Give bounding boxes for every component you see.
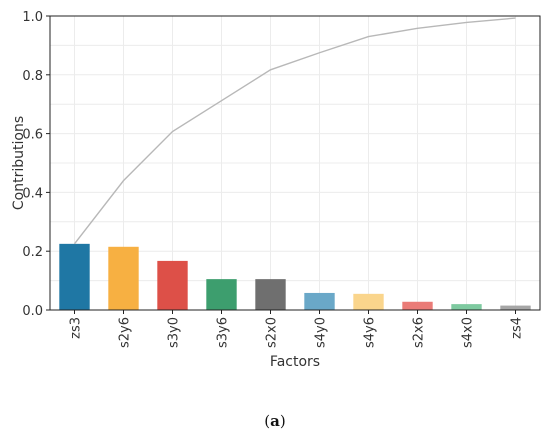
bar-s3y0 <box>157 260 188 310</box>
x-tick-label: s4y6 <box>363 317 378 348</box>
bar-s4y0 <box>304 292 335 310</box>
y-axis-title: Contributions <box>11 116 27 210</box>
y-axis-ticks: 0.0 0.2 0.4 0.6 0.8 1.0 <box>22 10 50 319</box>
x-tick-label: s2x6 <box>412 317 427 348</box>
x-tick-label: zs4 <box>510 317 525 339</box>
bar-s2x0 <box>255 279 286 310</box>
figure-caption: (a) <box>0 412 550 430</box>
caption-open: ( <box>264 412 271 430</box>
x-tick-label: zs3 <box>69 317 84 339</box>
x-tick-label: s3y0 <box>167 317 182 348</box>
x-tick-label: s2x0 <box>265 317 280 348</box>
bar-s4y6 <box>353 293 384 310</box>
bar-s3y6 <box>206 279 237 310</box>
y-tick-label: 0.6 <box>22 128 43 143</box>
y-tick-label: 0.4 <box>22 186 43 201</box>
x-tick-label: s3y6 <box>216 317 231 348</box>
x-axis-ticks: zs3 s2y6 s3y0 s3y6 s2x0 s4y0 s4y6 s2x6 s4x0 zs4 <box>69 310 525 348</box>
y-tick-label: 0.0 <box>22 304 43 319</box>
x-tick-label: s4y0 <box>314 317 329 348</box>
x-tick-label: s4x0 <box>461 317 476 348</box>
x-tick-label: s2y6 <box>118 317 133 348</box>
caption-letter: a <box>270 412 280 430</box>
pareto-chart: 0.0 0.2 0.4 0.6 0.8 1.0 zs3 s2y6 s3y0 s3y6 s2x0 s4… <box>11 10 541 370</box>
plot-frame <box>49 15 541 311</box>
y-tick-label: 1.0 <box>22 10 43 25</box>
y-tick-label: 0.2 <box>22 245 43 260</box>
caption-close: ) <box>279 412 286 430</box>
y-tick-label: 0.8 <box>22 69 43 84</box>
bar-zs4 <box>500 305 531 310</box>
cumulative-line <box>73 17 516 245</box>
bar-zs3 <box>59 243 90 310</box>
x-axis-title: Factors <box>270 354 320 370</box>
bar-s4x0 <box>451 304 482 310</box>
bar-s2y6 <box>108 246 139 310</box>
bar-s2x6 <box>402 301 433 310</box>
cumulative-line-series <box>73 17 516 245</box>
bar-series <box>59 243 531 310</box>
